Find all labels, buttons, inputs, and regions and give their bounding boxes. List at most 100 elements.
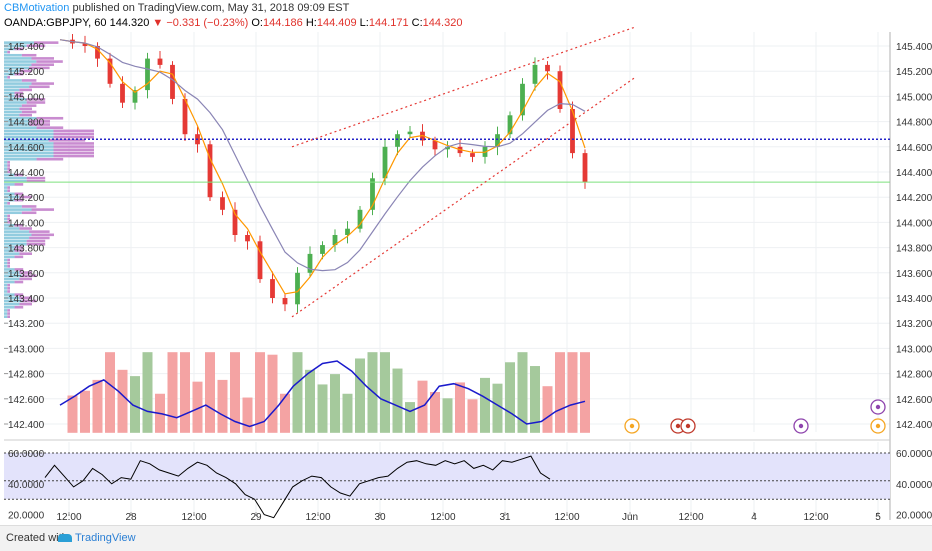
price-axis: 145.400 145.400 145.200 145.200 145.000 145.0… xyxy=(4,42,932,522)
low-label: L: xyxy=(359,17,369,29)
volume-profile-bar xyxy=(21,205,37,208)
volume-bar xyxy=(467,399,478,433)
volume-profile-bar xyxy=(4,277,20,281)
volume-bar xyxy=(555,352,565,433)
volume-profile-bar xyxy=(4,283,8,287)
volume-profile-bar xyxy=(4,50,8,54)
candle-body xyxy=(570,109,575,154)
volume-profile-bar xyxy=(29,66,50,70)
volume-profile-bar xyxy=(4,79,22,82)
right-price-tick-label: 143.200 xyxy=(896,319,932,330)
volume-profile-bar xyxy=(7,76,10,79)
candle-body xyxy=(307,253,313,273)
right-price-tick-label: 143.400 xyxy=(896,294,932,305)
volume-profile-bar xyxy=(4,230,30,233)
volume-profile-bar xyxy=(7,312,10,315)
time-tick-label: 29 xyxy=(250,512,262,523)
volume-profile-bar xyxy=(26,239,46,243)
volume-profile-bar xyxy=(4,113,20,117)
volume-profile-bar xyxy=(4,66,30,70)
volume-profile-bar xyxy=(21,299,37,303)
low-value: 144.171 xyxy=(368,17,409,29)
event-dot-icon xyxy=(685,423,691,429)
volume-profile-bar xyxy=(53,129,94,133)
volume-profile-bar xyxy=(4,246,15,249)
volume-profile-bar xyxy=(4,167,8,170)
volume-profile-bar xyxy=(7,202,10,205)
candle-body xyxy=(357,209,363,229)
volume-bar xyxy=(455,382,465,433)
volume-profile-bar xyxy=(7,309,10,312)
right-price-tick-label: 144.200 xyxy=(896,193,932,204)
ema-line xyxy=(59,39,586,295)
event-dot-icon xyxy=(675,423,681,429)
candle-body xyxy=(120,83,125,103)
footer-bar: Created with TradingView xyxy=(0,525,932,551)
left-price-tick-label: 144.000 xyxy=(8,218,45,229)
volume-profile-bar xyxy=(4,139,49,142)
volume-profile-bar xyxy=(14,183,24,186)
candle-body xyxy=(432,140,438,150)
volume-profile-bar xyxy=(4,104,22,107)
volume-profile-bar xyxy=(4,261,8,265)
volume-profile-bar xyxy=(29,236,50,240)
event-markers[interactable] xyxy=(624,399,886,434)
time-tick-label: 12:00 xyxy=(56,512,81,523)
volume-profile-bar xyxy=(4,233,32,237)
candle-body xyxy=(557,71,563,109)
candle-body xyxy=(395,134,400,147)
volume-profile-bar xyxy=(19,113,32,117)
candle-body xyxy=(145,58,150,91)
rsi-left-tick-label: 60.0000 xyxy=(8,449,45,460)
volume-profile-bar xyxy=(4,151,54,155)
volume-bar xyxy=(217,379,228,433)
candle-body xyxy=(107,58,113,84)
volume-bar xyxy=(380,352,390,433)
volume-profile-bar xyxy=(4,211,22,215)
volume-profile-bar xyxy=(31,208,54,211)
right-price-tick-label: 143.600 xyxy=(896,269,932,280)
author-link[interactable]: CBMotivation xyxy=(4,2,70,14)
volume-profile-bar xyxy=(21,53,37,57)
candle-body xyxy=(220,197,225,210)
volume-profile-bar xyxy=(7,283,10,287)
volume-profile-bar xyxy=(29,120,50,123)
volume-profile-bar xyxy=(21,104,37,107)
volume-profile-bar xyxy=(14,173,24,177)
right-price-tick-label: 144.800 xyxy=(896,118,932,129)
rsi-right-tick-label: 40.0000 xyxy=(896,480,932,491)
volume-profile-bar xyxy=(48,139,86,142)
symbol-name[interactable]: OANDA:GBPJPY, 60 xyxy=(4,17,107,29)
rsi-band xyxy=(4,453,890,500)
volume-bar xyxy=(242,397,253,433)
volume-profile-bar xyxy=(4,258,8,262)
volume-bar xyxy=(505,362,515,433)
volume-profile-bar xyxy=(4,186,8,189)
volume-profile-bar xyxy=(4,164,8,167)
volume-profile-bar xyxy=(4,145,54,148)
candle-body xyxy=(507,115,513,135)
volume-bar xyxy=(517,352,528,433)
candles[interactable] xyxy=(70,34,588,313)
right-price-tick-label: 145.400 xyxy=(896,42,932,53)
volume-profile-bar xyxy=(4,312,8,315)
volume-profile-bar xyxy=(4,116,37,120)
volume-profile-bar xyxy=(7,167,10,170)
volume-profile-bar xyxy=(19,271,32,274)
event-dot-icon xyxy=(875,423,881,429)
candle-body xyxy=(132,90,138,103)
candle-body xyxy=(520,83,525,116)
trading-chart[interactable]: 145.400 145.400 145.200 145.200 145.000 145.0… xyxy=(0,0,932,525)
volume-profile-bar xyxy=(7,290,10,293)
right-price-tick-label: 144.400 xyxy=(896,168,932,179)
volume-profile-bar xyxy=(29,123,50,126)
volume-profile-bar xyxy=(4,280,15,284)
volume-profile-bar xyxy=(4,227,20,230)
tradingview-brand[interactable]: TradingView xyxy=(58,532,136,544)
rsi-line xyxy=(44,455,551,519)
volume-profile-bar xyxy=(4,309,8,312)
volume-profile-bar xyxy=(4,205,22,208)
candle-body xyxy=(207,144,213,198)
volume-bars xyxy=(59,352,590,433)
candle-body xyxy=(320,245,325,254)
